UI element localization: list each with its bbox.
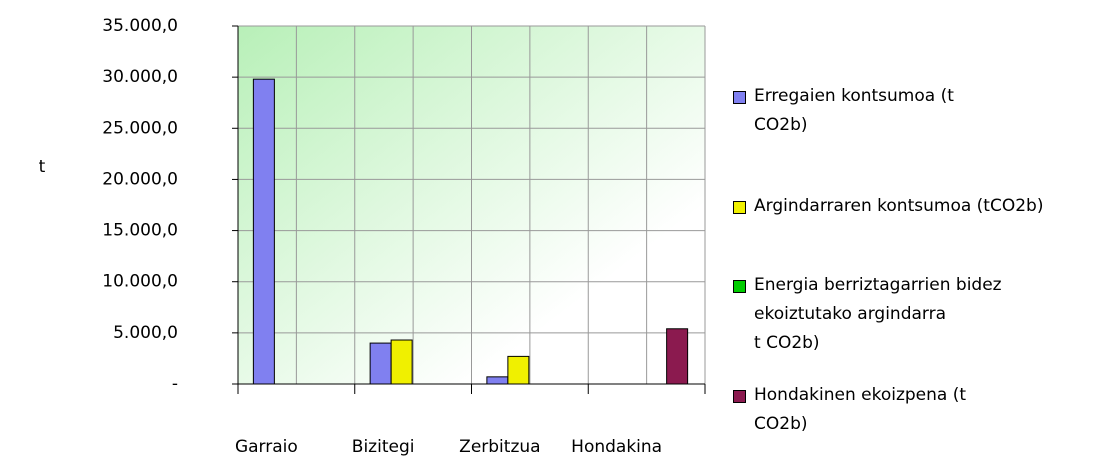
bar — [369, 342, 392, 385]
y-tick-label: - — [172, 374, 178, 394]
y-tick-label: 20.000,0 — [102, 169, 178, 189]
legend-label: Hondakinen ekoizpena (t CO2b) — [754, 385, 967, 434]
legend-swatch — [733, 280, 746, 293]
y-tick-label: 35.000,0 — [102, 16, 178, 36]
bar — [666, 328, 689, 385]
x-tick-label: Hondakina — [571, 437, 662, 457]
x-tick-label: Garraio — [235, 437, 298, 457]
y-tick-label: 5.000,0 — [113, 323, 178, 343]
bar — [390, 339, 413, 385]
legend-label: Argindarraren kontsumoa (tCO2b) — [754, 196, 1044, 216]
y-tick-label: 15.000,0 — [102, 221, 178, 241]
y-tick-label: 30.000,0 — [102, 67, 178, 87]
bar — [507, 355, 530, 385]
legend-item: Erregaien kontsumoa (t CO2b) — [733, 82, 954, 140]
legend-swatch — [733, 390, 746, 403]
bar — [486, 376, 509, 385]
legend-item: Hondakinen ekoizpena (t CO2b) — [733, 381, 966, 439]
legend-item: Argindarraren kontsumoa (tCO2b) — [733, 192, 1043, 221]
y-tick-label: 25.000,0 — [102, 118, 178, 138]
x-tick-label: Bizitegi — [352, 437, 415, 457]
y-axis-label: t — [39, 157, 46, 177]
bar — [252, 78, 275, 385]
legend-label: Energia berriztagarrien bidez ekoiztutak… — [754, 275, 1002, 353]
legend-label: Erregaien kontsumoa (t CO2b) — [754, 86, 954, 135]
y-tick-label: 10.000,0 — [102, 272, 178, 292]
legend-swatch — [733, 201, 746, 214]
legend-item: Energia berriztagarrien bidez ekoiztutak… — [733, 271, 1002, 358]
legend-swatch — [733, 91, 746, 104]
x-tick-label: Zerbitzua — [459, 437, 540, 457]
